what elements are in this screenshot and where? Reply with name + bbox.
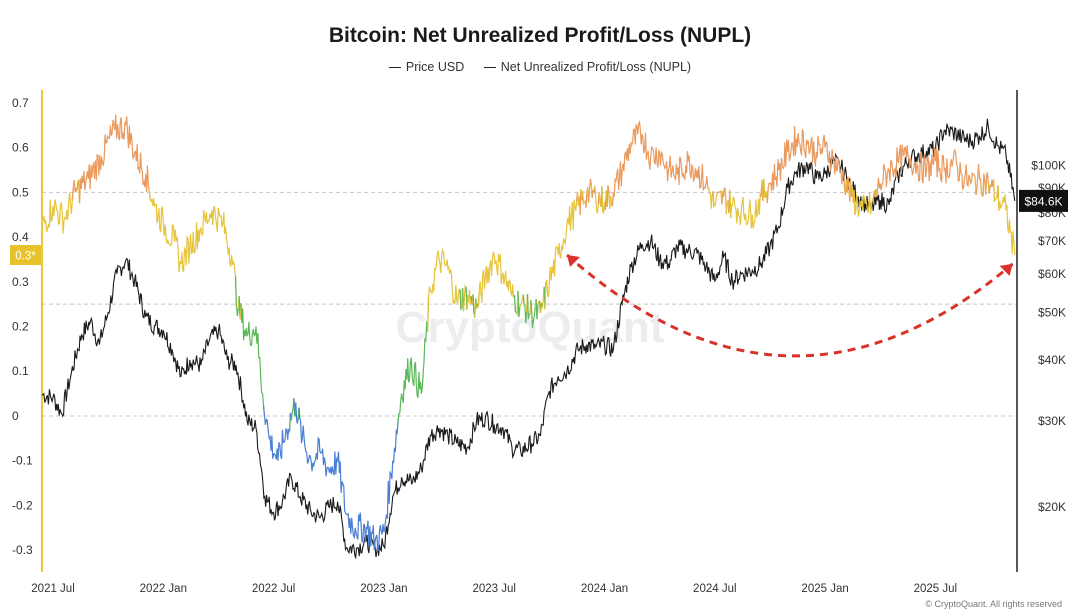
nupl-line-segment xyxy=(41,188,74,234)
nupl-line-segment xyxy=(427,248,462,333)
annotation-arrow-0 xyxy=(566,253,1014,358)
price-current-value: $84.6K xyxy=(1024,194,1062,208)
right-tick-label: $30K xyxy=(1038,414,1066,428)
nupl-line-segment xyxy=(544,192,579,310)
nupl-line-segment xyxy=(148,191,237,307)
left-tick-label: -0.1 xyxy=(12,454,33,468)
legend-swatch-nupl xyxy=(483,67,496,69)
nupl-line-segment xyxy=(729,179,763,229)
price-current-badge xyxy=(1019,189,1068,212)
left-tick-label: 0.6 xyxy=(12,141,29,155)
nupl-line-segment xyxy=(262,405,291,461)
x-tick-label: 2025 Jul xyxy=(914,583,957,595)
copyright-footer: © CryptoQuant. All rights reserved xyxy=(925,599,1062,609)
right-tick-label: $100K xyxy=(1031,158,1066,172)
nupl-line-segment xyxy=(477,251,516,312)
nupl-line-segment xyxy=(397,297,430,423)
nupl-line-segment xyxy=(708,187,714,209)
chart-legend: Price USD Net Unrealized Profit/Loss (NU… xyxy=(0,60,1080,74)
nupl-line-segment xyxy=(853,190,875,217)
nupl-line-segment xyxy=(234,275,240,317)
left-tick-label: -0.2 xyxy=(12,498,33,512)
legend-label-price: Price USD xyxy=(405,60,465,74)
legend-item-price[interactable]: Price USD xyxy=(388,60,465,74)
x-tick-label: 2023 Jan xyxy=(360,583,407,595)
nupl-line-segment xyxy=(766,126,846,203)
chart-title: Bitcoin: Net Unrealized Profit/Loss (NUP… xyxy=(328,24,752,47)
x-tick-label: 2024 Jul xyxy=(693,583,736,595)
right-tick-label: $70K xyxy=(1038,234,1066,248)
legend-item-nupl[interactable]: Net Unrealized Profit/Loss (NUPL) xyxy=(483,60,692,74)
nupl-line-segment xyxy=(975,163,983,196)
x-tick-label: 2024 Jan xyxy=(581,583,628,595)
left-tick-label: 0.2 xyxy=(12,320,29,334)
x-tick-label: 2022 Jan xyxy=(140,583,187,595)
right-tick-label: $20K xyxy=(1038,500,1066,514)
legend-label-nupl: Net Unrealized Profit/Loss (NUPL) xyxy=(500,60,692,74)
annotation-arrowhead-end xyxy=(999,263,1013,276)
left-tick-label: 0.1 xyxy=(12,364,29,378)
left-tick-label: 0.5 xyxy=(12,185,29,199)
nupl-line-segment xyxy=(613,119,711,197)
right-tick-label: $60K xyxy=(1038,267,1066,281)
x-tick-label: 2025 Jan xyxy=(801,583,848,595)
left-tick-label: -0.3 xyxy=(12,543,33,557)
x-tick-label: 2021 Jul xyxy=(31,583,74,595)
annotation-arrowhead-start xyxy=(567,254,580,267)
nupl-current-badge xyxy=(10,244,41,265)
left-tick-label: 0.7 xyxy=(12,96,29,110)
nupl-line-segment xyxy=(997,185,1016,256)
nupl-line-segment xyxy=(78,114,151,204)
left-tick-label: 0.3 xyxy=(12,275,29,289)
left-tick-label: 0 xyxy=(12,409,19,423)
right-tick-label: $50K xyxy=(1038,305,1066,319)
x-tick-label: 2022 Jul xyxy=(252,583,295,595)
legend-swatch-price xyxy=(388,67,401,69)
nupl-line-segment xyxy=(298,407,400,554)
nupl-line-segment xyxy=(712,191,719,209)
x-tick-label: 2023 Jul xyxy=(472,583,515,595)
nupl-current-value: 0.3* xyxy=(15,250,36,262)
nupl-line-segment xyxy=(876,144,977,197)
left-tick-label: 0.4 xyxy=(12,230,29,244)
right-tick-label: $40K xyxy=(1038,353,1066,367)
nupl-line-segment xyxy=(240,303,266,417)
